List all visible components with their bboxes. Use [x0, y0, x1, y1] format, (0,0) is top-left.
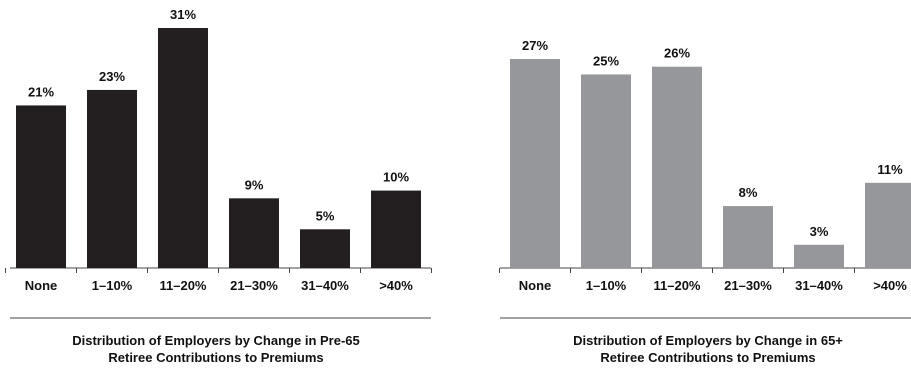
chart1-category-label-6: >40%: [379, 278, 413, 293]
chart2-title-line-1: Distribution of Employers by Change in 6…: [573, 333, 843, 348]
chart2-category-label-6: >40%: [873, 278, 907, 293]
chart2-bar-4: [723, 206, 773, 268]
chart2-category-label-4: 21–30%: [724, 278, 772, 293]
chart1-value-label-1: 21%: [28, 84, 54, 99]
chart2-value-label-1: 27%: [522, 38, 548, 53]
chart1-title-line-2: Retiree Contributions to Premiums: [108, 350, 323, 365]
chart2-bar-5: [794, 244, 844, 268]
chart1-category-label-3: 11–20%: [160, 278, 207, 293]
chart1-bar-3: [158, 28, 208, 268]
chart2-category-label-1: None: [519, 278, 552, 293]
chart1-category-label-4: 21–30%: [230, 278, 278, 293]
chart1-value-label-6: 10%: [383, 170, 409, 185]
chart2-bar-3: [652, 66, 702, 268]
chart1-bar-5: [300, 229, 350, 268]
chart2-value-label-5: 3%: [810, 224, 829, 239]
chart2-value-label-4: 8%: [739, 185, 758, 200]
chart1-category-label-2: 1–10%: [92, 278, 133, 293]
chart1-value-label-5: 5%: [316, 208, 335, 223]
chart1-category-label-5: 31–40%: [301, 278, 349, 293]
chart2-category-label-5: 31–40%: [795, 278, 843, 293]
chart2-value-label-6: 11%: [877, 162, 903, 177]
chart2-bar-2: [581, 74, 631, 268]
chart2-title-line-2: Retiree Contributions to Premiums: [600, 350, 815, 365]
chart2-value-label-2: 25%: [593, 53, 619, 68]
chart1-value-label-2: 23%: [99, 69, 125, 84]
chart1-bar-6: [371, 190, 421, 268]
chart1-value-label-4: 9%: [245, 177, 264, 192]
chart2-category-label-2: 1–10%: [586, 278, 627, 293]
chart2-bar-1: [510, 58, 560, 268]
chart1-category-label-1: None: [25, 278, 58, 293]
chart2-value-label-3: 26%: [664, 46, 690, 61]
chart2-category-label-3: 11–20%: [654, 278, 701, 293]
chart1-bar-4: [229, 198, 279, 268]
chart1-bar-1: [16, 105, 66, 268]
chart1-title-line-1: Distribution of Employers by Change in P…: [72, 333, 360, 348]
chart1-bar-2: [87, 89, 137, 268]
chart2-bar-6: [865, 182, 911, 268]
chart1-value-label-3: 31%: [170, 7, 196, 22]
